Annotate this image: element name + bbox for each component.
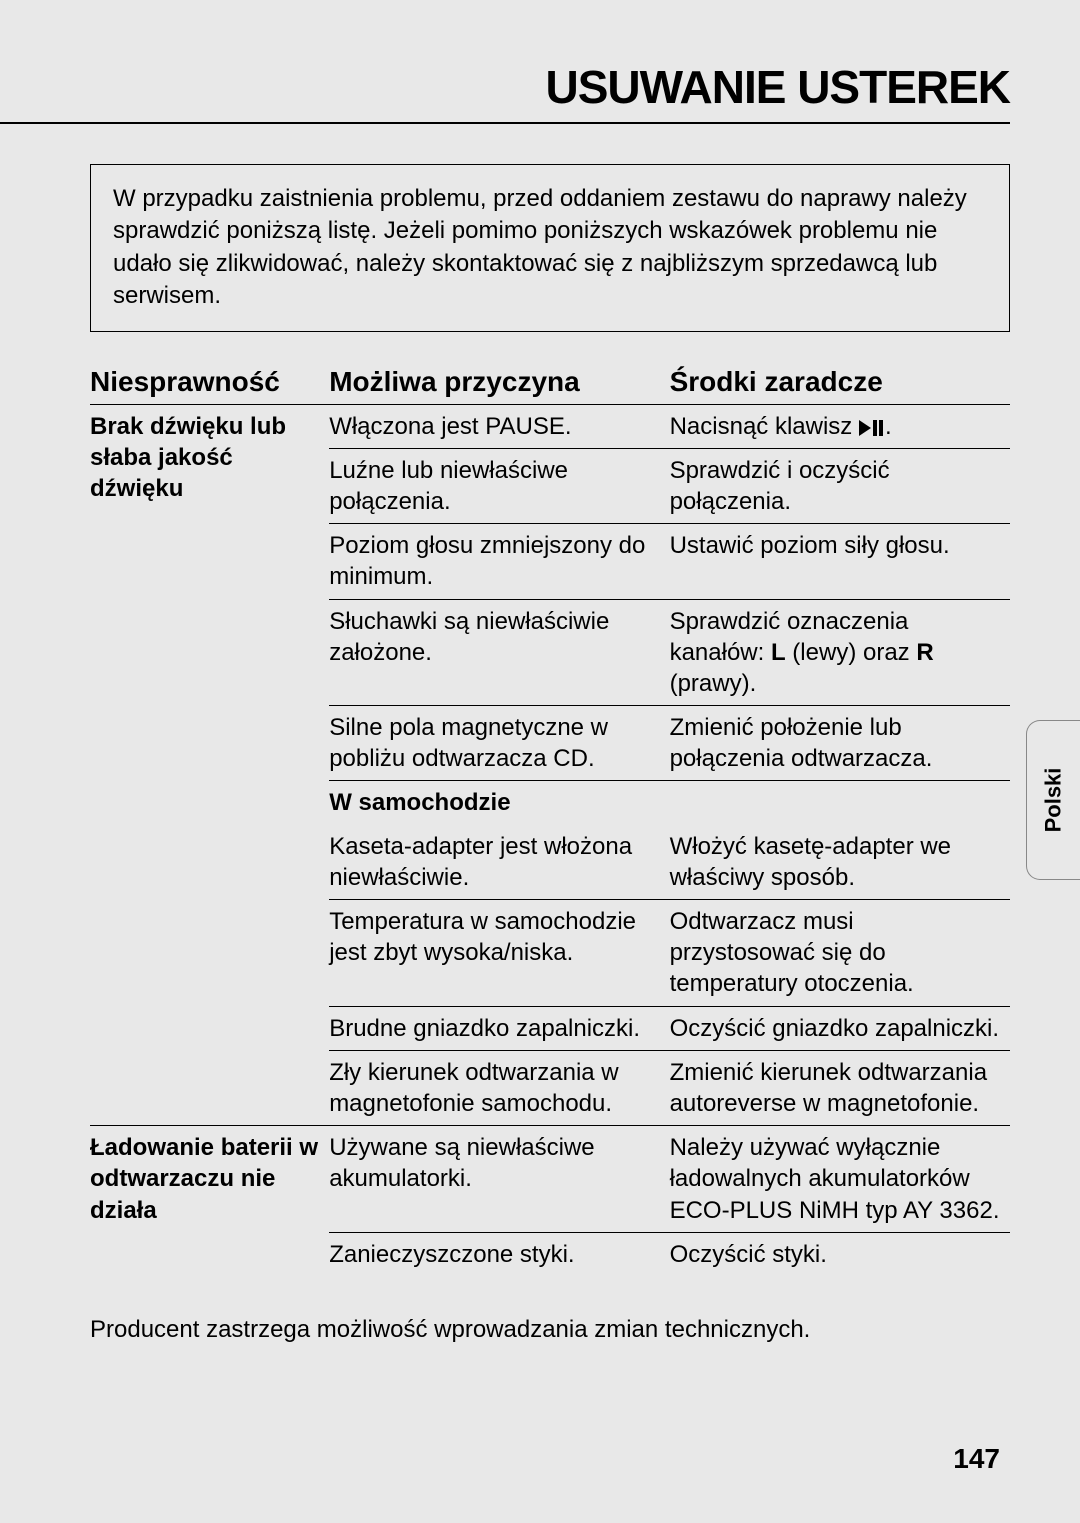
play-pause-icon xyxy=(859,413,885,440)
table-cause: Włączona jest PAUSE. xyxy=(329,404,669,448)
table-remedy: Sprawdzić i oczyścić połączenia. xyxy=(670,448,1010,523)
table-problem: Ładowanie baterii w odtwarzaczu nie dzia… xyxy=(90,1126,329,1276)
table-cause: Słuchawki są niewłaściwie założone. xyxy=(329,599,669,706)
table-remedy: Ustawić poziom siły głosu. xyxy=(670,524,1010,599)
table-cause: Zły kierunek odtwarzania w magnetofonie … xyxy=(329,1050,669,1125)
table-cause: Luźne lub niewłaściwe połączenia. xyxy=(329,448,669,523)
table-remedy: Oczyścić gniazdko zapalniczki. xyxy=(670,1006,1010,1050)
page-number: 147 xyxy=(953,1443,1000,1475)
troubleshooting-table: Niesprawność Możliwa przyczyna Środki za… xyxy=(90,366,1010,1276)
table-cause: Poziom głosu zmniejszony do minimum. xyxy=(329,524,669,599)
intro-box: W przypadku zaistnienia problemu, przed … xyxy=(90,164,1010,332)
table-remedy: Sprawdzić oznaczenia kanałów: L (lewy) o… xyxy=(670,599,1010,706)
footer-note: Producent zastrzega możliwość wprowadzan… xyxy=(90,1316,1010,1344)
page-title: USUWANIE USTEREK xyxy=(90,60,1010,114)
table-section: W samochodzie xyxy=(329,781,1010,825)
table-remedy: Oczyścić styki. xyxy=(670,1232,1010,1276)
table-cause: Używane są niewłaściwe akumulatorki. xyxy=(329,1126,669,1233)
title-rule xyxy=(0,122,1010,124)
header-cause: Możliwa przyczyna xyxy=(329,366,669,405)
table-cause: Temperatura w samochodzie jest zbyt wyso… xyxy=(329,900,669,1007)
table-remedy: Należy używać wyłącznie ładowalnych akum… xyxy=(670,1126,1010,1233)
table-remedy: Zmienić położenie lub połączenia odtwarz… xyxy=(670,706,1010,781)
table-problem: Brak dźwięku lub słaba jakość dźwięku xyxy=(90,404,329,1126)
table-cause: Zanieczyszczone styki. xyxy=(329,1232,669,1276)
table-cause: Kaseta-adapter jest włożona niewłaściwie… xyxy=(329,825,669,900)
header-problem: Niesprawność xyxy=(90,366,329,405)
table-remedy: Zmienić kierunek odtwarzania autoreverse… xyxy=(670,1050,1010,1125)
table-cause: Brudne gniazdko zapalniczki. xyxy=(329,1006,669,1050)
table-remedy: Nacisnąć klawisz . xyxy=(670,404,1010,448)
header-remedy: Środki zaradcze xyxy=(670,366,1010,405)
language-tab: Polski xyxy=(1026,720,1080,880)
table-remedy: Odtwarzacz musi przystosować się do temp… xyxy=(670,900,1010,1007)
table-cause: Silne pola magnetyczne w pobliżu odtwarz… xyxy=(329,706,669,781)
language-tab-label: Polski xyxy=(1041,768,1067,833)
table-remedy: Włożyć kasetę-adapter we właściwy sposób… xyxy=(670,825,1010,900)
